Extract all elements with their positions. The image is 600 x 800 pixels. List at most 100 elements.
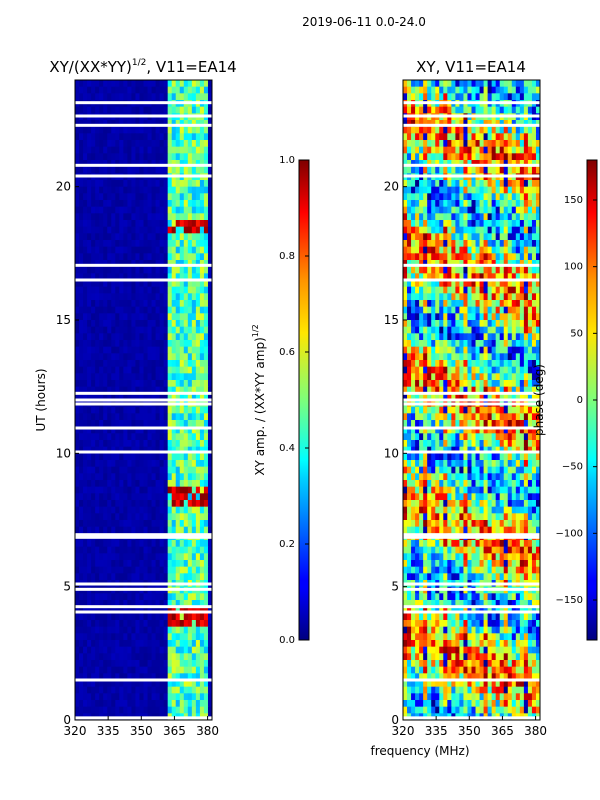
heatmap-cell: [151, 473, 157, 481]
heatmap-cell: [195, 633, 201, 641]
heatmap-cell: [95, 213, 100, 221]
heatmap-cell: [83, 80, 88, 88]
heatmap-cell: [523, 353, 529, 361]
heatmap-cell: [471, 133, 477, 141]
heatmap-cell: [183, 200, 189, 208]
heatmap-cell: [119, 200, 124, 208]
heatmap-cell: [103, 706, 108, 714]
heatmap-cell: [135, 313, 140, 321]
heatmap-cell: [103, 573, 108, 581]
heatmap-cell: [175, 353, 181, 361]
heatmap-cell: [415, 213, 420, 221]
heatmap-cell: [155, 413, 161, 421]
heatmap-cell: [195, 600, 201, 608]
heatmap-cell: [467, 106, 472, 114]
heatmap-cell: [103, 346, 108, 354]
heatmap-cell: [95, 340, 100, 348]
heatmap-cell: [175, 180, 181, 188]
heatmap-cell: [95, 673, 100, 681]
heatmap-cell: [115, 233, 120, 241]
heatmap-cell: [455, 240, 460, 248]
heatmap-cell: [479, 360, 485, 368]
heatmap-cell: [455, 313, 460, 321]
heatmap-cell: [163, 620, 169, 628]
heatmap-cell: [187, 386, 193, 394]
heatmap-cell: [207, 180, 213, 188]
heatmap-cell: [159, 613, 165, 621]
heatmap-cell: [83, 386, 88, 394]
heatmap-cell: [207, 373, 213, 381]
heatmap-cell: [143, 626, 149, 634]
heatmap-cell: [115, 526, 120, 534]
heatmap-cell: [139, 386, 144, 394]
heatmap-cell: [159, 240, 165, 248]
heatmap-cell: [147, 600, 153, 608]
heatmap-cell: [91, 353, 96, 361]
heatmap-cell: [535, 86, 541, 94]
heatmap-cell: [471, 386, 477, 394]
heatmap-cell: [147, 420, 153, 428]
heatmap-cell: [523, 366, 529, 374]
heatmap-cell: [99, 120, 104, 128]
heatmap-cell: [179, 320, 185, 328]
heatmap-cell: [123, 280, 128, 288]
heatmap-cell: [523, 153, 529, 161]
heatmap-cell: [427, 240, 432, 248]
heatmap-cell: [163, 513, 169, 521]
heatmap-cell: [87, 453, 92, 461]
heatmap-cell: [75, 613, 80, 621]
heatmap-cell: [91, 660, 96, 668]
heatmap-cell: [495, 186, 501, 194]
heatmap-cell: [135, 293, 140, 301]
heatmap-cell: [419, 373, 424, 381]
heatmap-cell: [131, 106, 136, 114]
heatmap-cell: [531, 213, 537, 221]
heatmap-cell: [143, 653, 149, 661]
heatmap-cell: [443, 293, 448, 301]
heatmap-cell: [119, 446, 124, 454]
heatmap-cell: [199, 620, 205, 628]
heatmap-cell: [123, 180, 128, 188]
heatmap-cell: [439, 386, 444, 394]
heatmap-cell: [115, 493, 120, 501]
heatmap-cell: [503, 213, 509, 221]
heatmap-cell: [159, 320, 165, 328]
heatmap-cell: [411, 120, 416, 128]
heatmap-cell: [103, 466, 108, 474]
heatmap-cell: [423, 206, 428, 214]
heatmap-cell: [195, 513, 201, 521]
heatmap-cell: [171, 453, 177, 461]
heatmap-cell: [95, 420, 100, 428]
heatmap-cell: [115, 293, 120, 301]
heatmap-cell: [103, 506, 108, 514]
heatmap-cell: [515, 233, 521, 241]
flagged-gap: [75, 402, 212, 406]
heatmap-cell: [131, 346, 136, 354]
colorbar-tick-label: 0.6: [279, 347, 295, 358]
heatmap-cell: [515, 353, 521, 361]
heatmap-cell: [159, 280, 165, 288]
heatmap-cell: [175, 213, 181, 221]
heatmap-cell: [491, 253, 497, 261]
heatmap-cell: [103, 193, 108, 201]
heatmap-cell: [131, 440, 136, 448]
heatmap-cell: [155, 293, 161, 301]
heatmap-cell: [199, 386, 205, 394]
heatmap-cell: [419, 220, 424, 228]
heatmap-cell: [451, 146, 456, 154]
heatmap-cell: [455, 366, 460, 374]
heatmap-cell: [155, 80, 161, 88]
heatmap-cell: [175, 300, 181, 308]
heatmap-cell: [195, 373, 201, 381]
heatmap-cell: [135, 280, 140, 288]
heatmap-cell: [99, 706, 104, 714]
heatmap-cell: [475, 153, 481, 161]
heatmap-cell: [403, 140, 408, 148]
heatmap-cell: [183, 680, 189, 688]
heatmap-cell: [507, 280, 513, 288]
heatmap-cell: [455, 326, 460, 334]
heatmap-cell: [199, 240, 205, 248]
heatmap-cell: [147, 626, 153, 634]
heatmap-cell: [507, 346, 513, 354]
heatmap-cell: [123, 440, 128, 448]
